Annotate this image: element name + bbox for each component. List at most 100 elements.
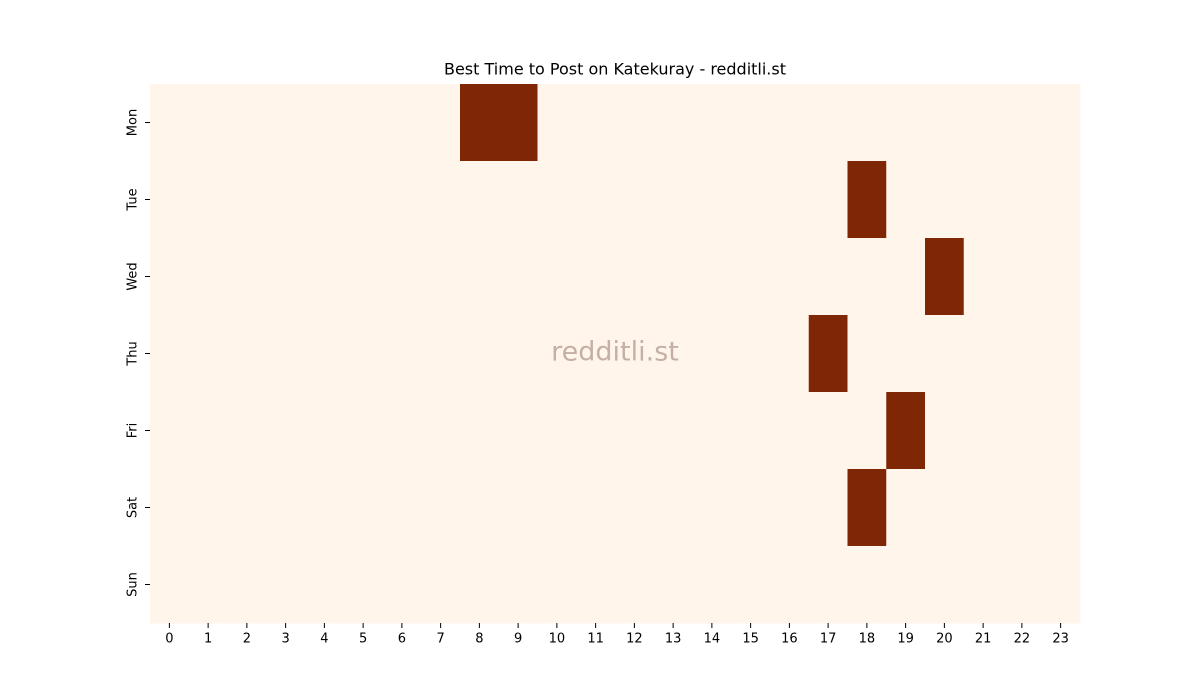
heatmap-cell <box>305 469 345 547</box>
heatmap-cell <box>1041 84 1081 162</box>
x-tick-label: 6 <box>398 632 406 647</box>
heatmap-cell <box>460 546 500 624</box>
y-tick-label: Thu <box>126 341 141 366</box>
watermark: redditli.st <box>551 337 679 368</box>
heatmap-cell <box>653 546 693 624</box>
heatmap-cell <box>460 392 500 470</box>
heatmap-cell <box>382 315 422 393</box>
heatmap-cell <box>343 469 383 547</box>
heatmap-cell <box>925 84 965 162</box>
heatmap-cell <box>886 84 926 162</box>
x-tick-label: 1 <box>204 632 212 647</box>
heatmap-cell <box>576 469 616 547</box>
heatmap-cell <box>576 315 616 393</box>
heatmap-cell <box>266 469 306 547</box>
heatmap-cell <box>692 315 732 393</box>
heatmap-cell <box>653 238 693 316</box>
heatmap-cell <box>343 315 383 393</box>
heatmap-cell <box>731 238 771 316</box>
heatmap-cell <box>343 392 383 470</box>
heatmap-cell <box>692 469 732 547</box>
heatmap-cell <box>576 238 616 316</box>
heatmap-cell <box>188 161 228 239</box>
x-tick-label: 7 <box>436 632 444 647</box>
heatmap-cell <box>615 238 655 316</box>
heatmap-cell <box>847 161 887 239</box>
heatmap-cell <box>266 84 306 162</box>
heatmap-cell <box>382 469 422 547</box>
heatmap-cell <box>498 84 538 162</box>
x-tick-label: 9 <box>514 632 522 647</box>
heatmap-cell <box>227 469 267 547</box>
heatmap-cell <box>1002 84 1042 162</box>
x-tick-label: 8 <box>475 632 483 647</box>
heatmap-cell <box>925 238 965 316</box>
heatmap-cell <box>421 84 461 162</box>
heatmap-cell <box>731 469 771 547</box>
heatmap-cell <box>847 315 887 393</box>
heatmap-cell <box>305 546 345 624</box>
heatmap-cell <box>150 84 190 162</box>
heatmap-cell <box>692 546 732 624</box>
heatmap-cell <box>150 469 190 547</box>
heatmap-cell <box>731 84 771 162</box>
heatmap-cell <box>227 238 267 316</box>
heatmap-cell <box>150 161 190 239</box>
heatmap-cell <box>188 84 228 162</box>
heatmap-cell <box>1041 315 1081 393</box>
x-tick-label: 21 <box>975 632 992 647</box>
heatmap-cell <box>886 546 926 624</box>
x-tick-label: 22 <box>1014 632 1031 647</box>
heatmap-cell <box>1002 238 1042 316</box>
heatmap-cell <box>653 392 693 470</box>
heatmap-cell <box>498 315 538 393</box>
heatmap-cell <box>847 84 887 162</box>
x-tick-label: 10 <box>549 632 566 647</box>
heatmap-cell <box>1002 546 1042 624</box>
heatmap-cell <box>382 546 422 624</box>
heatmap-cell <box>382 392 422 470</box>
x-tick-label: 12 <box>626 632 643 647</box>
heatmap-cell <box>227 161 267 239</box>
heatmap-cell <box>1041 469 1081 547</box>
heatmap-cell <box>1041 546 1081 624</box>
heatmap-cell <box>770 238 810 316</box>
heatmap-cell <box>770 315 810 393</box>
y-tick-label: Sun <box>126 572 141 597</box>
heatmap-cell <box>1041 392 1081 470</box>
heatmap-cell <box>343 546 383 624</box>
heatmap-cell <box>498 469 538 547</box>
heatmap-cell <box>537 469 577 547</box>
heatmap-cell <box>537 238 577 316</box>
heatmap-cell <box>537 392 577 470</box>
heatmap-cell <box>770 392 810 470</box>
heatmap-cell <box>925 392 965 470</box>
heatmap-cell <box>421 392 461 470</box>
heatmap-cell <box>537 546 577 624</box>
heatmap-cell <box>343 161 383 239</box>
heatmap-cell <box>963 238 1003 316</box>
heatmap-cell <box>692 238 732 316</box>
heatmap-cell <box>925 315 965 393</box>
x-tick-label: 17 <box>820 632 837 647</box>
heatmap-cell <box>847 238 887 316</box>
heatmap-cell <box>653 161 693 239</box>
heatmap-cell <box>653 315 693 393</box>
x-tick-label: 15 <box>742 632 759 647</box>
heatmap-cell <box>847 546 887 624</box>
heatmap-cell <box>266 392 306 470</box>
heatmap-cell <box>925 469 965 547</box>
heatmap-cell <box>266 161 306 239</box>
heatmap-cell <box>266 315 306 393</box>
heatmap-cell <box>266 546 306 624</box>
heatmap-cell <box>460 469 500 547</box>
y-tick-label: Sat <box>126 497 141 518</box>
heatmap-cell <box>498 392 538 470</box>
heatmap-cell <box>188 315 228 393</box>
heatmap-cell <box>615 315 655 393</box>
heatmap-cell <box>150 546 190 624</box>
y-tick-label: Mon <box>126 109 141 136</box>
heatmap-cell <box>305 161 345 239</box>
heatmap-cell <box>1041 161 1081 239</box>
heatmap-cell <box>963 161 1003 239</box>
